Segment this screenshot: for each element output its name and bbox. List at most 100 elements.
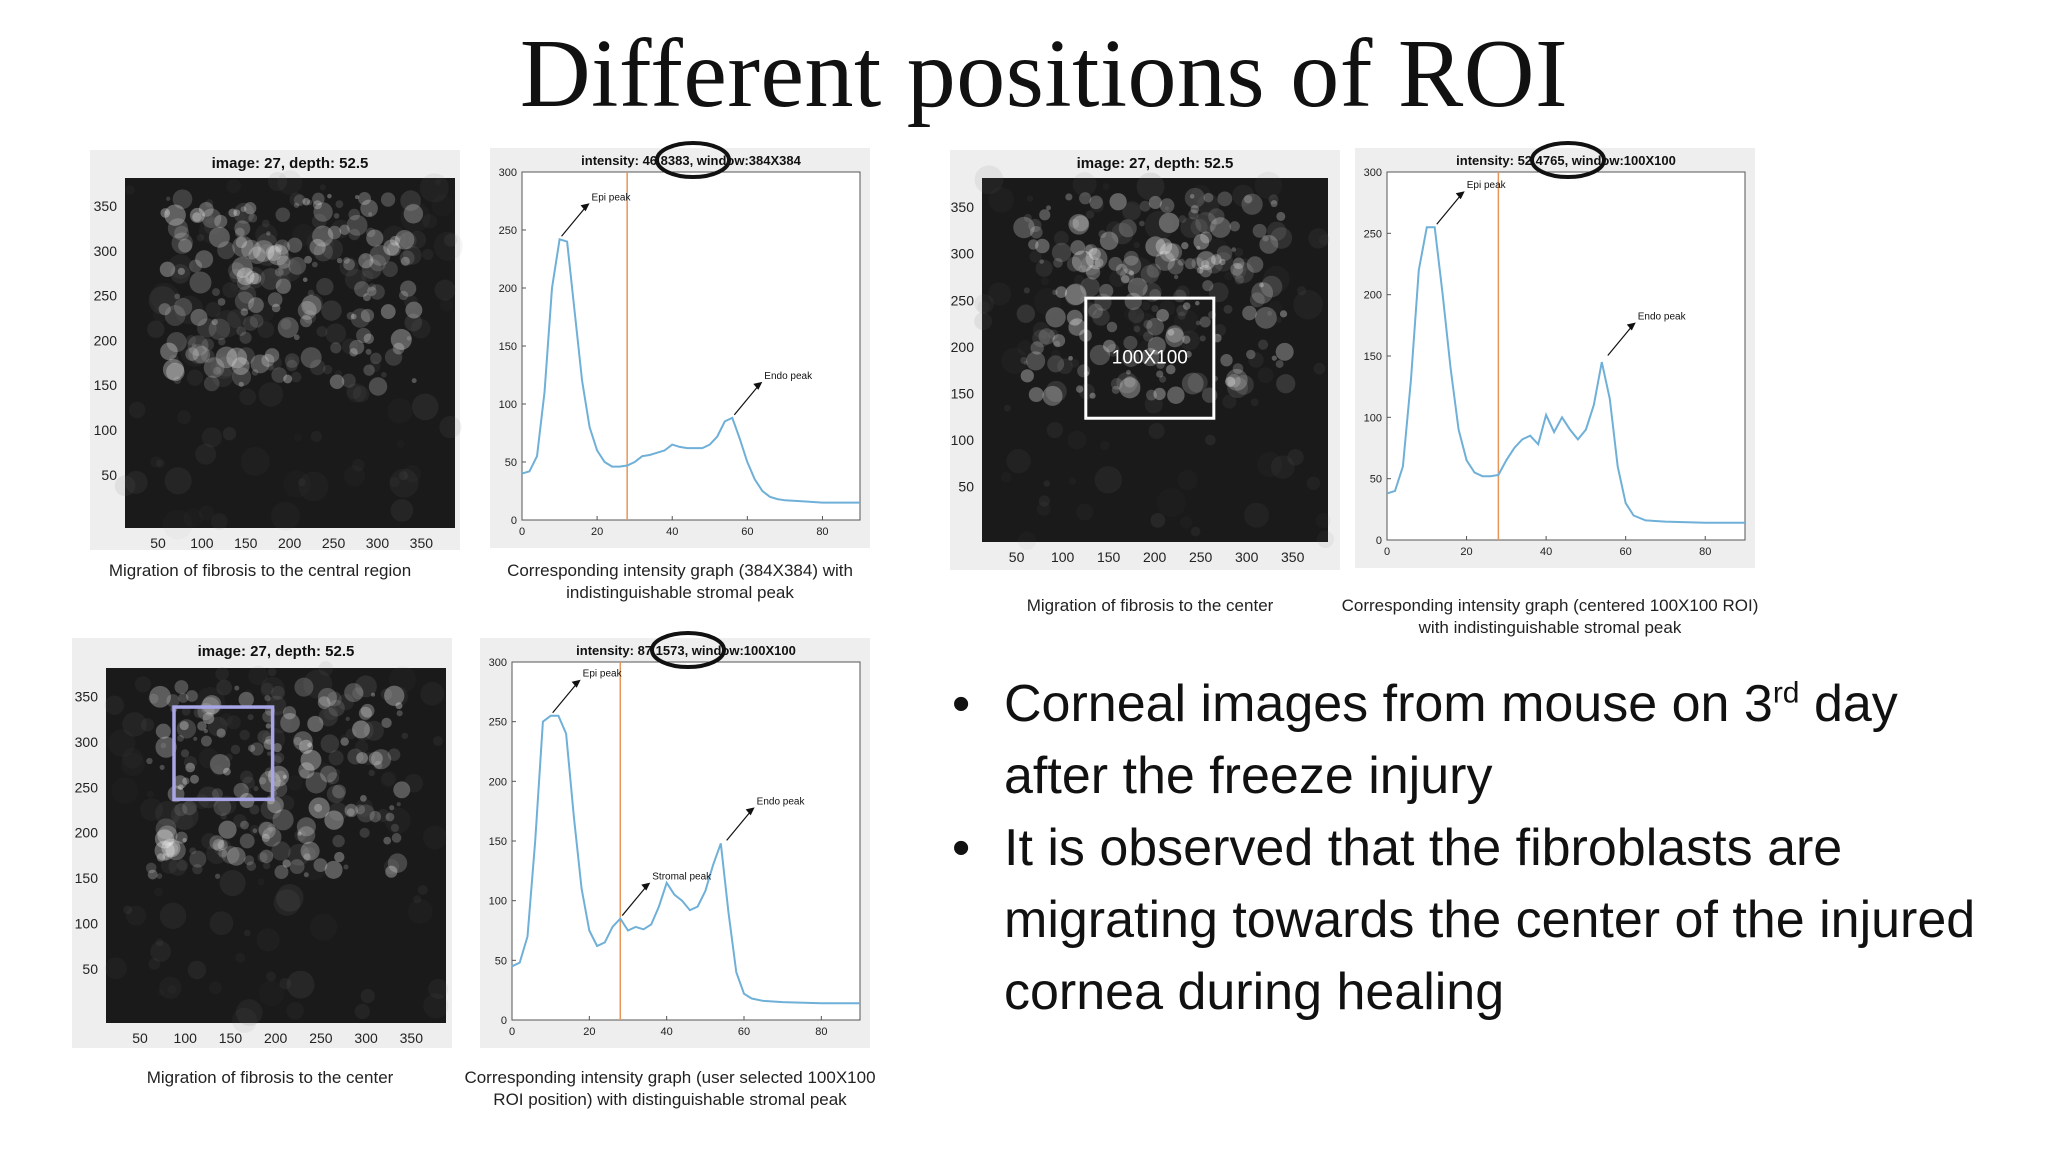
tissue-speck [1048, 329, 1059, 340]
tissue-speck [387, 398, 413, 424]
tissue-speck [202, 695, 222, 715]
y-tick-label: 350 [94, 198, 118, 214]
tissue-speck [1050, 349, 1061, 360]
tissue-speck [368, 769, 375, 777]
tissue-speck [1181, 372, 1204, 395]
annotation-label: Epi peak [583, 669, 623, 680]
tissue-speck [267, 667, 277, 677]
tissue-speck [217, 298, 226, 306]
x-tick-label: 150 [1097, 549, 1121, 565]
tissue-speck [1026, 195, 1034, 202]
tissue-speck [267, 251, 297, 281]
x-tick-label: 100 [174, 1030, 198, 1046]
tissue-speck [327, 193, 332, 199]
tissue-speck [160, 742, 167, 749]
tissue-speck [354, 195, 360, 200]
tissue-speck [314, 803, 323, 813]
tissue-speck [355, 804, 366, 815]
tissue-speck [1078, 265, 1087, 274]
tissue-speck [229, 279, 242, 292]
tissue-speck [282, 774, 287, 779]
tissue-speck [1017, 531, 1037, 550]
tissue-speck [343, 258, 355, 271]
tissue-speck [209, 911, 234, 936]
graph-header: intensity: 46.8383, window:384X384 [581, 153, 801, 168]
tissue-speck [213, 366, 222, 375]
tissue-speck [389, 235, 400, 246]
tissue-speck [164, 204, 186, 226]
tissue-speck [399, 250, 415, 266]
tissue-speck [221, 845, 240, 864]
tissue-speck [150, 941, 172, 962]
annotation-arrow [561, 206, 587, 237]
tissue-speck [292, 223, 315, 246]
tissue-speck [226, 178, 241, 194]
tissue-speck [1254, 171, 1282, 199]
tissue-speck [266, 231, 271, 236]
tissue-speck [1047, 355, 1065, 373]
tissue-speck [240, 446, 270, 476]
tissue-speck [313, 202, 333, 222]
tissue-speck [1039, 259, 1044, 264]
tissue-speck [324, 860, 343, 879]
tissue-speck [231, 256, 253, 278]
tissue-speck [261, 833, 270, 843]
tissue-speck [302, 310, 317, 324]
tissue-speck [198, 201, 214, 217]
tissue-speck [1042, 385, 1063, 406]
tissue-speck [275, 278, 292, 294]
tissue-speck [180, 337, 210, 367]
tissue-speck [1053, 257, 1063, 268]
tissue-speck [352, 458, 365, 472]
tissue-speck [365, 227, 376, 238]
tissue-speck [208, 318, 231, 341]
tissue-speck [376, 809, 390, 823]
tissue-speck [108, 729, 136, 757]
tissue-speck [373, 760, 383, 770]
tissue-speck [166, 694, 180, 708]
tissue-speck [1234, 274, 1245, 285]
tissue-speck [1202, 280, 1214, 292]
tissue-speck [189, 259, 203, 273]
x-tick-label: 0 [519, 526, 525, 538]
tissue-speck [1270, 200, 1278, 208]
tissue-speck [363, 720, 384, 741]
tissue-speck [1271, 355, 1277, 361]
tissue-speck [1199, 335, 1206, 342]
roi-box [1084, 296, 1216, 420]
graph-caption-1-line1: Corresponding intensity graph (384X384) … [507, 561, 853, 580]
tissue-speck [1268, 194, 1279, 205]
tissue-speck [1085, 247, 1108, 270]
tissue-speck [148, 958, 161, 970]
tissue-speck [1275, 342, 1294, 361]
tissue-speck [195, 214, 205, 224]
tissue-speck [229, 268, 244, 283]
tissue-speck [1121, 202, 1141, 222]
graph-caption-2: Corresponding intensity graph (centered … [1320, 595, 1780, 639]
annotation-label: Epi peak [1467, 180, 1507, 191]
tissue-speck [187, 960, 207, 980]
annotation-label: Epi peak [592, 192, 632, 203]
tissue-speck [1066, 256, 1082, 272]
annotation-arrow [726, 811, 752, 841]
tissue-speck [1252, 223, 1267, 238]
tissue-speck [261, 827, 282, 847]
tissue-speck [422, 213, 438, 229]
tissue-speck [124, 470, 148, 494]
tissue-speck [261, 353, 275, 367]
tissue-speck [1217, 191, 1233, 207]
tissue-speck [1141, 348, 1160, 367]
tissue-speck [1035, 238, 1050, 254]
tissue-speck [1001, 347, 1028, 374]
tissue-speck [1293, 289, 1323, 320]
tissue-speck [198, 748, 220, 769]
tissue-speck [246, 861, 257, 871]
tissue-speck [1043, 480, 1050, 487]
tissue-speck [193, 707, 205, 719]
tissue-speck [358, 706, 372, 720]
tissue-speck [1196, 251, 1216, 271]
tissue-speck [170, 802, 199, 830]
tissue-speck [185, 347, 199, 361]
tissue-speck [1150, 512, 1166, 528]
tissue-speck [264, 695, 271, 702]
